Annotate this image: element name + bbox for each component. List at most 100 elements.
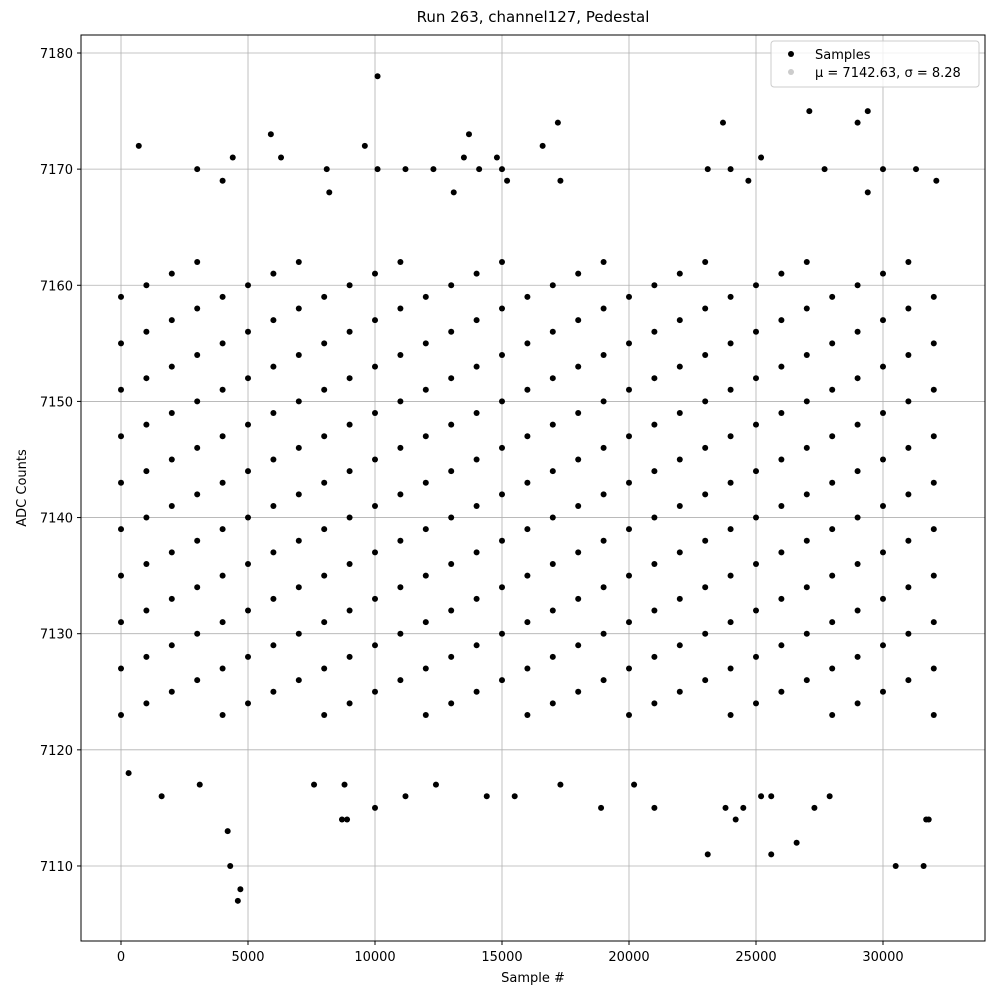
point bbox=[374, 166, 381, 173]
point bbox=[821, 166, 828, 173]
point bbox=[905, 398, 912, 405]
point bbox=[651, 421, 658, 428]
y-tick-label: 7140 bbox=[40, 512, 73, 527]
point bbox=[460, 154, 467, 161]
point bbox=[727, 479, 734, 486]
point bbox=[168, 549, 175, 556]
point bbox=[549, 700, 556, 707]
point bbox=[143, 282, 150, 289]
point bbox=[651, 282, 658, 289]
point bbox=[778, 317, 785, 324]
point bbox=[702, 305, 709, 312]
point bbox=[702, 630, 709, 637]
point bbox=[448, 561, 455, 568]
point bbox=[118, 433, 125, 440]
point bbox=[803, 537, 810, 544]
point bbox=[118, 572, 125, 579]
point bbox=[118, 711, 125, 718]
point bbox=[168, 270, 175, 277]
point bbox=[372, 688, 379, 695]
point bbox=[549, 282, 556, 289]
point bbox=[422, 711, 429, 718]
point bbox=[397, 259, 404, 266]
x-tick-label: 0 bbox=[117, 950, 125, 965]
point bbox=[219, 293, 226, 300]
point bbox=[473, 642, 480, 649]
y-tick-label: 7170 bbox=[40, 163, 73, 178]
point bbox=[892, 862, 899, 869]
point bbox=[752, 700, 759, 707]
point bbox=[168, 456, 175, 463]
point bbox=[829, 479, 836, 486]
point bbox=[727, 619, 734, 626]
point bbox=[498, 677, 505, 684]
point bbox=[295, 444, 302, 451]
point bbox=[245, 375, 252, 382]
point bbox=[498, 166, 505, 173]
point bbox=[745, 177, 752, 184]
point bbox=[676, 456, 683, 463]
point bbox=[557, 781, 564, 788]
point bbox=[473, 549, 480, 556]
point bbox=[829, 572, 836, 579]
point bbox=[549, 328, 556, 335]
point bbox=[295, 351, 302, 358]
point bbox=[625, 619, 632, 626]
point bbox=[143, 700, 150, 707]
point bbox=[158, 793, 165, 800]
point bbox=[422, 572, 429, 579]
plot-frame bbox=[80, 34, 986, 942]
point bbox=[422, 619, 429, 626]
point bbox=[372, 270, 379, 277]
point bbox=[933, 177, 940, 184]
point bbox=[270, 456, 277, 463]
point bbox=[194, 491, 201, 498]
point bbox=[245, 561, 252, 568]
point bbox=[498, 398, 505, 405]
point bbox=[422, 386, 429, 393]
point bbox=[575, 270, 582, 277]
point bbox=[727, 340, 734, 347]
point bbox=[143, 653, 150, 660]
point bbox=[270, 688, 277, 695]
legend-label: μ = 7142.63, σ = 8.28 bbox=[815, 66, 961, 81]
point bbox=[758, 154, 765, 161]
point bbox=[341, 781, 348, 788]
point bbox=[270, 595, 277, 602]
point bbox=[118, 479, 125, 486]
point bbox=[905, 351, 912, 358]
point bbox=[905, 444, 912, 451]
point bbox=[727, 166, 734, 173]
point bbox=[702, 537, 709, 544]
chart-title: Run 263, channel127, Pedestal bbox=[417, 8, 650, 26]
point bbox=[219, 572, 226, 579]
point bbox=[778, 549, 785, 556]
point bbox=[879, 410, 886, 417]
point bbox=[920, 862, 927, 869]
point bbox=[473, 456, 480, 463]
point bbox=[118, 340, 125, 347]
point bbox=[143, 328, 150, 335]
point bbox=[719, 119, 726, 126]
point bbox=[549, 607, 556, 614]
point bbox=[295, 259, 302, 266]
point bbox=[930, 293, 937, 300]
point bbox=[879, 549, 886, 556]
point bbox=[118, 665, 125, 672]
point bbox=[768, 851, 775, 858]
point bbox=[524, 433, 531, 440]
point bbox=[625, 665, 632, 672]
point bbox=[168, 502, 175, 509]
legend-frame bbox=[770, 40, 980, 88]
point bbox=[625, 572, 632, 579]
point bbox=[278, 154, 285, 161]
point bbox=[625, 479, 632, 486]
point bbox=[829, 665, 836, 672]
point bbox=[651, 653, 658, 660]
point bbox=[752, 514, 759, 521]
point bbox=[676, 642, 683, 649]
legend-marker bbox=[788, 51, 794, 57]
points bbox=[118, 73, 940, 904]
point bbox=[397, 537, 404, 544]
